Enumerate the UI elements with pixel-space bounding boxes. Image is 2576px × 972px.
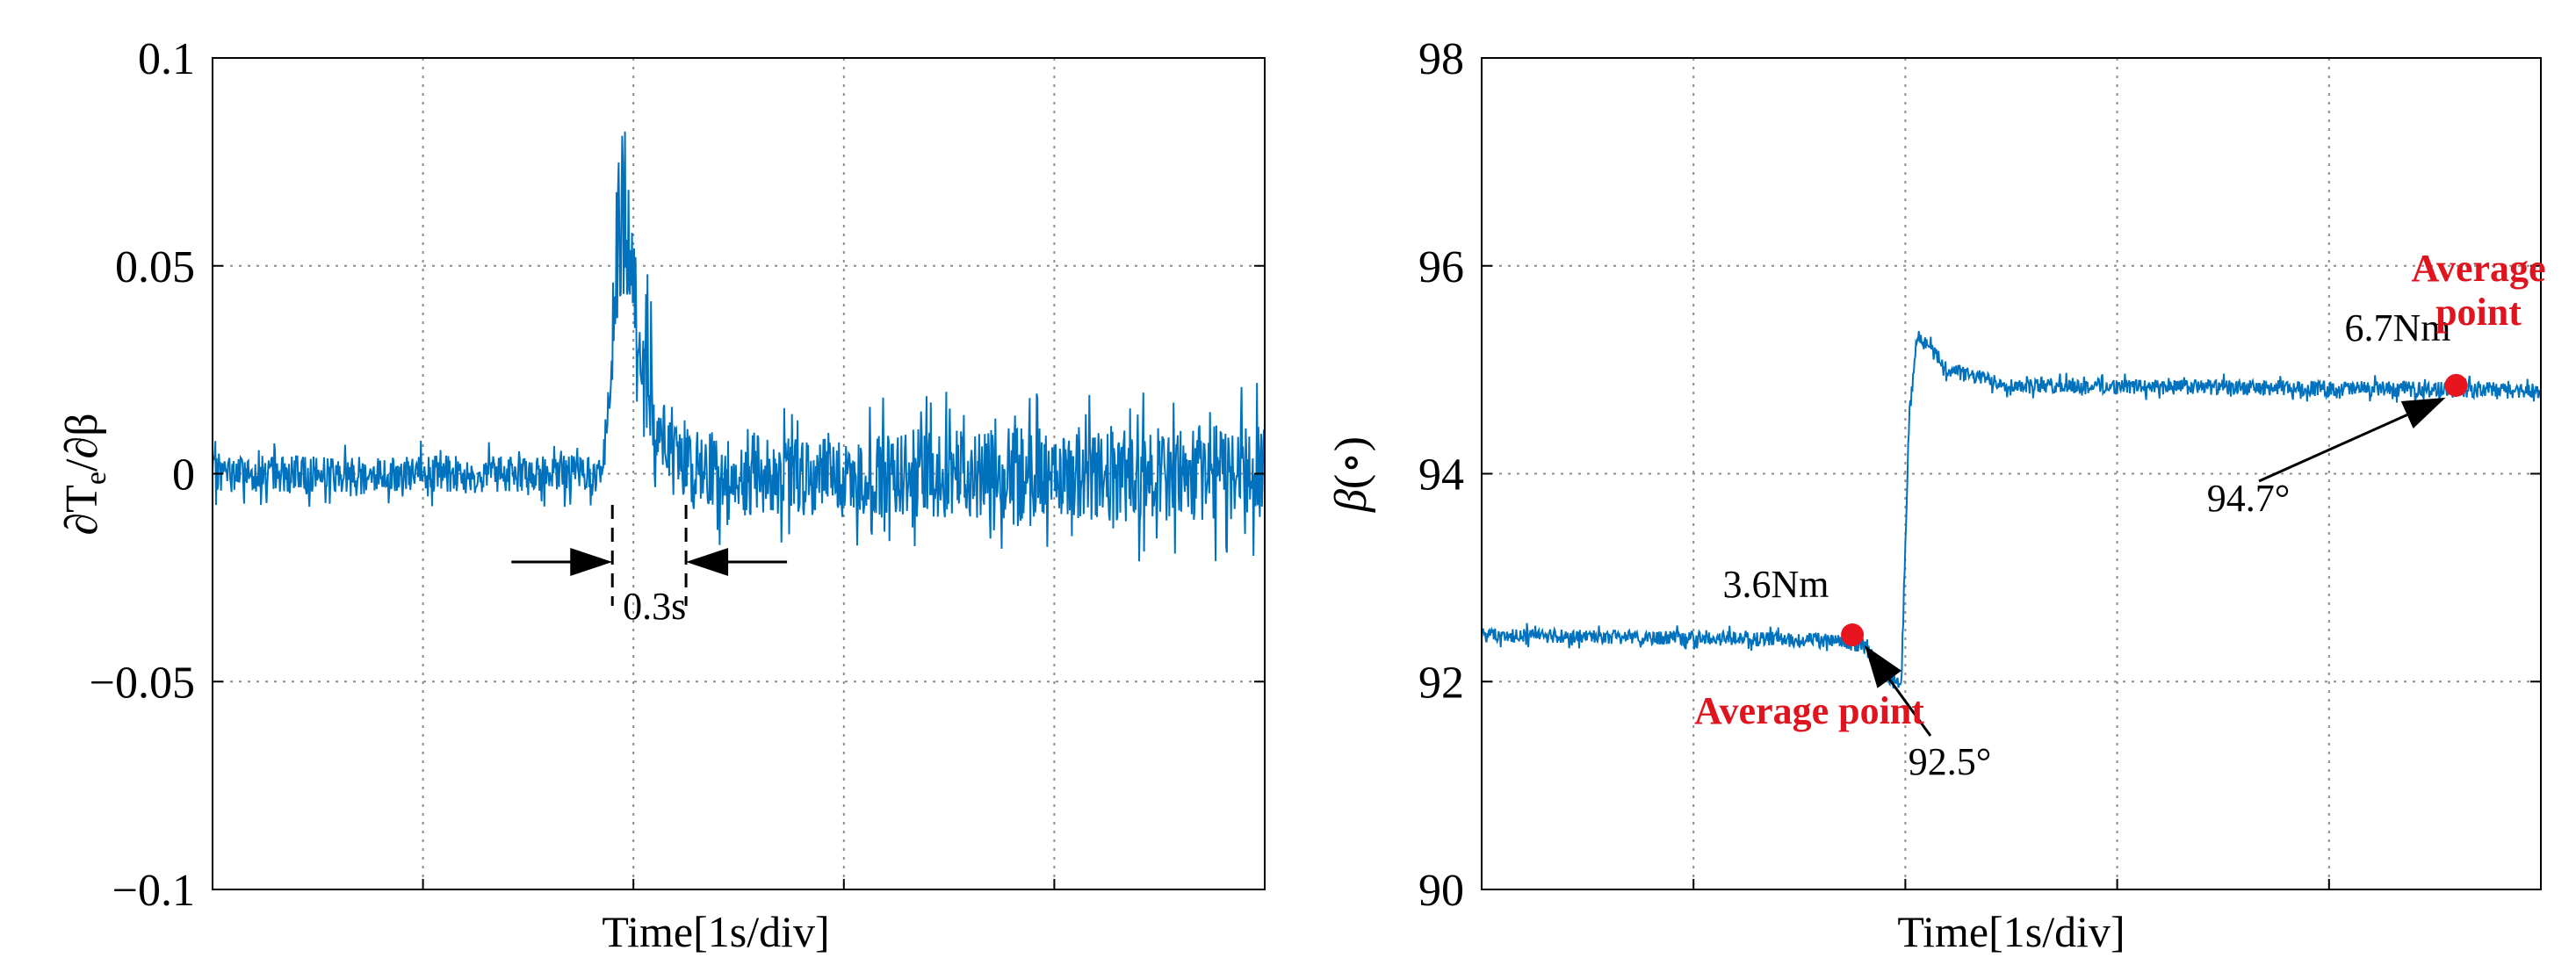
left-signal-trace	[212, 131, 1266, 562]
average-point-label-high-2: point	[2435, 291, 2522, 334]
average-point-low-arrow-shaft	[1888, 678, 1932, 737]
left-y-tick-label: 0.05	[115, 242, 195, 292]
left-ylabel-part-2: /∂β	[57, 413, 107, 472]
average-point-label-low: Average point	[1694, 689, 1924, 732]
left-chart-y-ticks: −0.1 −0.05 0 0.05 0.1	[90, 34, 1265, 916]
left-y-tick-label: −0.1	[112, 866, 195, 916]
right-chart-arrows	[1841, 373, 2468, 737]
left-chart-signal	[212, 131, 1266, 562]
right-y-tick-label: 98	[1418, 34, 1464, 84]
right-chart-xlabel: Time[1s/div]	[1897, 907, 2125, 956]
right-chart-y-ticks: 90 92 94 96 98	[1418, 34, 2541, 916]
left-chart-panel: −0.1 −0.05 0 0.05 0.1 ∂Te/∂β Time[1s/div] 0.…	[57, 34, 1266, 956]
right-y-tick-label: 96	[1418, 242, 1464, 292]
left-y-tick-label: −0.05	[90, 658, 195, 708]
right-ylabel-part-1: β	[1326, 489, 1376, 513]
average-point-high-arrow-shaft	[2258, 414, 2408, 483]
right-chart-ylabel: β(∘)	[1326, 436, 1376, 513]
left-ylabel-part-1: ∂T	[57, 485, 107, 535]
right-y-tick-label: 94	[1418, 450, 1464, 500]
average-point-low-arrow-icon	[1865, 644, 1902, 688]
average-point-high-arrow-icon	[2400, 397, 2446, 429]
average-point-label-high-1: Average	[2411, 247, 2545, 290]
average-point-high-marker	[2444, 373, 2468, 397]
interval-right-arrow-icon	[686, 548, 729, 576]
torque-label-low: 3.6Nm	[1723, 563, 1829, 606]
beta-value-high: 94.7°	[2207, 477, 2291, 520]
right-y-tick-label: 90	[1418, 866, 1464, 916]
interval-annotation: 0.3s	[511, 505, 788, 628]
right-chart-panel: 90 92 94 96 98 β(∘) Time[1s/div] 3.6Nm 6.7Nm…	[1326, 34, 2546, 956]
average-point-low-marker	[1841, 623, 1865, 646]
right-signal-trace	[1481, 330, 2542, 689]
left-y-tick-label: 0	[172, 450, 195, 500]
right-ylabel-part-2: (∘)	[1326, 436, 1376, 489]
right-chart-signal	[1481, 330, 2542, 689]
left-chart-xlabel: Time[1s/div]	[602, 907, 829, 956]
torque-label-high: 6.7Nm	[2345, 306, 2451, 349]
left-chart-ylabel: ∂Te/∂β	[57, 413, 112, 535]
right-y-tick-label: 92	[1418, 658, 1464, 708]
interval-label: 0.3s	[623, 585, 686, 628]
left-y-tick-label: 0.1	[138, 34, 195, 84]
beta-value-low: 92.5°	[1909, 740, 1992, 783]
interval-left-arrow-icon	[570, 548, 613, 576]
right-chart-grid	[1482, 58, 2541, 889]
left-ylabel-subscript: e	[80, 472, 112, 485]
